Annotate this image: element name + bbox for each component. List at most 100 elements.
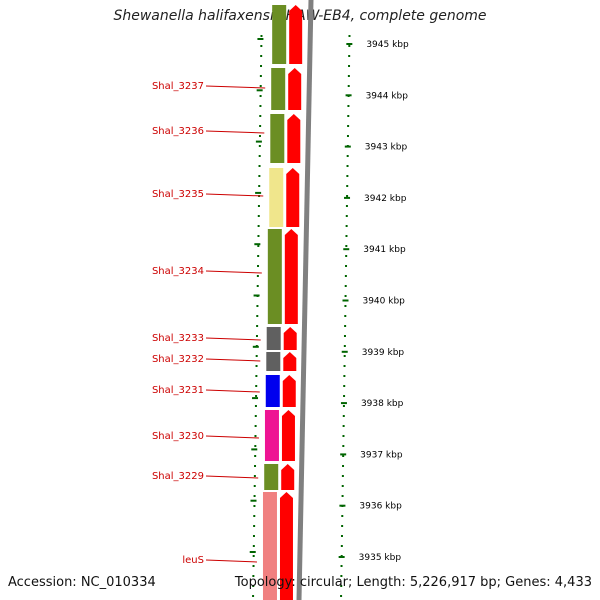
scale-minor-tick xyxy=(343,385,346,387)
scale-minor-tick xyxy=(340,595,343,597)
left-minor-tick xyxy=(259,75,262,77)
left-minor-tick xyxy=(253,505,256,507)
gene-label-leader xyxy=(205,559,257,563)
gene-label-leader xyxy=(205,337,261,341)
scale-minor-tick xyxy=(345,265,348,267)
gene-arrow xyxy=(281,464,295,490)
scale-label: 3944 kbp xyxy=(366,91,409,101)
scale-label: 3942 kbp xyxy=(364,194,407,204)
left-major-tick xyxy=(252,397,259,400)
gene-arrow xyxy=(287,114,301,163)
gene-track xyxy=(262,5,303,600)
scale-minor-tick xyxy=(340,585,343,587)
scale-minor-tick xyxy=(346,185,349,187)
left-major-tick xyxy=(256,89,263,92)
scale-minor-tick xyxy=(341,515,344,517)
gene-block xyxy=(269,168,284,227)
left-minor-tick xyxy=(256,275,259,277)
gene-label: Shal_3236 xyxy=(152,126,204,137)
left-minor-tick xyxy=(259,125,262,127)
left-minor-tick xyxy=(259,105,262,107)
scale-minor-tick xyxy=(343,355,346,357)
left-major-tick xyxy=(253,294,260,297)
left-minor-tick xyxy=(255,385,258,387)
scale-minor-tick xyxy=(343,345,346,347)
left-minor-tick xyxy=(252,555,255,557)
scale-major-tick xyxy=(340,453,347,456)
scale-major-tick xyxy=(344,145,351,148)
scale-minor-tick xyxy=(346,135,349,137)
left-minor-tick xyxy=(255,375,258,377)
gene-block xyxy=(271,68,286,110)
left-minor-tick xyxy=(255,365,258,367)
scale-minor-tick xyxy=(341,485,344,487)
scale-label: 3940 kbp xyxy=(362,297,405,307)
left-minor-tick xyxy=(256,285,259,287)
left-major-tick xyxy=(251,448,258,451)
left-minor-tick xyxy=(255,355,258,357)
gene-block xyxy=(262,492,277,600)
scale-minor-tick xyxy=(345,205,348,207)
left-minor-tick xyxy=(252,545,255,547)
scale-minor-tick xyxy=(344,325,347,327)
scale-label: 3935 kbp xyxy=(359,553,402,563)
scale-minor-tick xyxy=(343,335,346,337)
scale-minor-tick xyxy=(342,425,345,427)
left-minor-tick xyxy=(257,235,260,237)
scale-label: 3945 kbp xyxy=(366,40,409,50)
scale-major-tick xyxy=(340,402,347,405)
gene-block xyxy=(267,229,282,324)
scale-minor-tick xyxy=(346,175,349,177)
gene-arrow xyxy=(281,410,295,461)
scale-major-tick xyxy=(342,299,349,302)
gene-block xyxy=(270,114,285,163)
left-major-tick xyxy=(254,243,261,246)
backbone-highlight xyxy=(294,0,308,600)
left-major-tick xyxy=(255,140,262,143)
gene-block xyxy=(266,352,281,371)
left-minor-tick xyxy=(258,175,261,177)
gene-label-leader xyxy=(205,475,259,479)
gene-block xyxy=(264,410,279,461)
left-minor-tick xyxy=(258,155,261,157)
left-minor-tick xyxy=(252,575,255,577)
scale-minor-tick xyxy=(344,315,347,317)
scale-minor-tick xyxy=(347,125,350,127)
gene-arrow xyxy=(282,375,296,407)
left-minor-tick xyxy=(255,395,258,397)
gene-label: Shal_3229 xyxy=(152,471,204,482)
left-minor-tick xyxy=(252,585,255,587)
accession-label: Accession: NC_010334 xyxy=(8,575,156,590)
scale-minor-tick xyxy=(347,105,350,107)
scale-major-tick xyxy=(345,94,352,97)
scale-label: 3936 kbp xyxy=(359,502,402,512)
left-minor-tick xyxy=(254,465,257,467)
scale-minor-tick xyxy=(348,45,351,47)
scale-minor-tick xyxy=(343,375,346,377)
gene-label: Shal_3230 xyxy=(152,431,204,442)
left-tick-track xyxy=(249,35,264,597)
scale-major-tick xyxy=(341,350,348,353)
gene-block xyxy=(264,464,279,490)
left-minor-tick xyxy=(258,135,261,137)
left-minor-tick xyxy=(254,425,257,427)
gene-arrow xyxy=(288,68,302,110)
left-minor-tick xyxy=(252,565,255,567)
left-minor-tick xyxy=(259,115,262,117)
left-minor-tick xyxy=(260,65,263,67)
scale-major-tick xyxy=(338,556,345,558)
left-minor-tick xyxy=(257,265,260,267)
left-minor-tick xyxy=(254,455,257,457)
gene-label: Shal_3235 xyxy=(152,189,204,200)
scale-minor-tick xyxy=(345,225,348,227)
left-minor-tick xyxy=(258,185,261,187)
left-minor-tick xyxy=(254,415,257,417)
gene-labels: Shal_3237 Shal_3236 Shal_3235 Shal_3234 Shal… xyxy=(152,81,266,566)
scale-major-tick xyxy=(346,43,353,45)
left-major-tick xyxy=(255,191,262,194)
gene-arrow xyxy=(289,5,303,64)
left-major-tick xyxy=(257,38,264,40)
gene-label: Shal_3237 xyxy=(152,81,204,92)
scale-label: 3943 kbp xyxy=(365,143,408,153)
